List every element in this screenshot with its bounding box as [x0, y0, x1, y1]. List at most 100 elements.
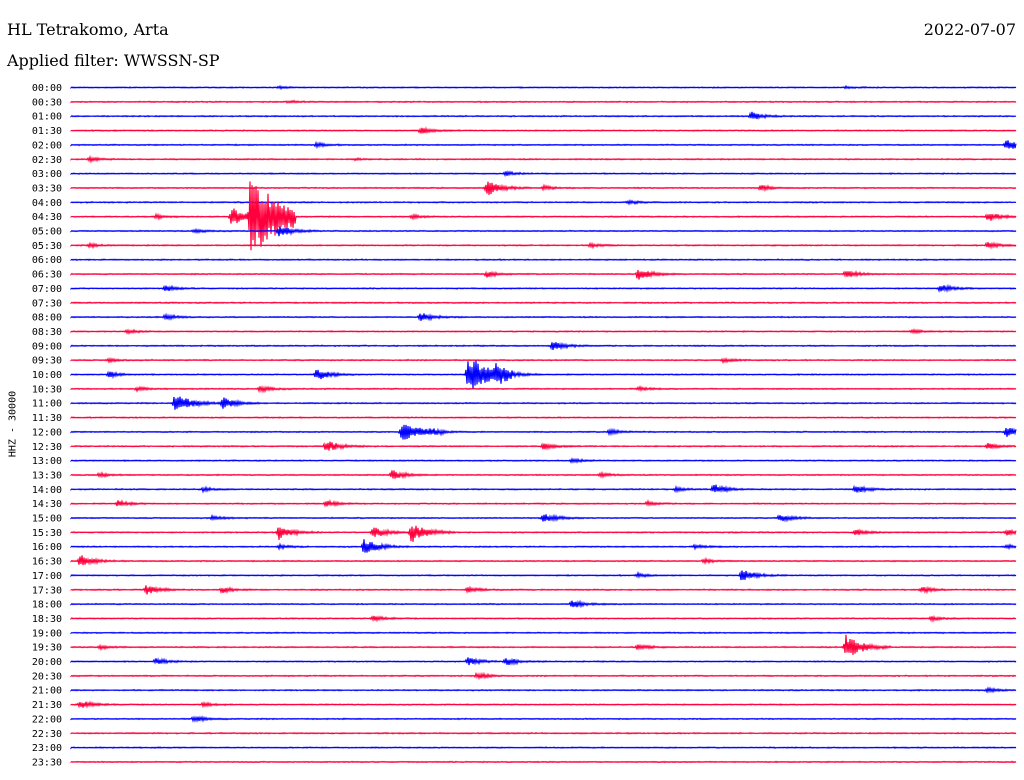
time-label: 11:00 [32, 399, 62, 410]
seismic-trace [70, 111, 1017, 120]
seismic-trace [70, 341, 1017, 351]
seismic-trace [70, 126, 1017, 135]
seismic-trace [70, 457, 1017, 464]
time-label: 02:00 [32, 140, 62, 151]
time-label: 18:30 [32, 614, 62, 625]
time-label: 10:30 [32, 384, 62, 395]
time-label: 15:00 [32, 514, 62, 525]
seismic-trace [70, 746, 1017, 750]
time-label: 14:30 [32, 499, 62, 510]
seismic-trace [70, 241, 1017, 250]
time-label: 12:00 [32, 427, 62, 438]
time-label: 07:00 [32, 284, 62, 295]
time-label: 06:00 [32, 255, 62, 266]
time-label: 03:30 [32, 183, 62, 194]
seismic-trace [70, 484, 1017, 494]
seismic-trace [70, 731, 1017, 735]
time-label: 20:30 [32, 671, 62, 682]
seismic-trace [70, 631, 1017, 635]
time-label: 23:30 [32, 757, 62, 768]
seismic-trace [70, 657, 1017, 666]
time-label: 10:00 [32, 370, 62, 381]
date-label: 2022-07-07 [923, 20, 1016, 39]
seismic-trace [70, 269, 1017, 280]
time-label: 08:30 [32, 327, 62, 338]
seismic-trace [70, 301, 1017, 305]
seismic-trace [70, 585, 1017, 595]
seismic-trace [70, 416, 1017, 419]
time-label: 19:30 [32, 643, 62, 654]
time-label: 21:30 [32, 700, 62, 711]
station-title: HL Tetrakomo, Arta [7, 20, 169, 39]
seismic-trace [70, 258, 1017, 262]
time-label: 21:00 [32, 686, 62, 697]
seismic-trace [70, 513, 1017, 523]
time-label: 05:30 [32, 241, 62, 252]
seismic-trace [70, 686, 1017, 694]
time-label: 17:00 [32, 571, 62, 582]
seismic-trace [70, 384, 1017, 394]
seismic-trace [70, 499, 1017, 508]
time-label: 09:00 [32, 341, 62, 352]
seismic-trace [70, 570, 1017, 581]
seismic-trace [70, 396, 1017, 410]
time-label: 08:00 [32, 313, 62, 324]
time-label: 04:00 [32, 198, 62, 209]
time-label: 05:00 [32, 227, 62, 238]
seismic-trace [70, 170, 1017, 178]
time-label: 20:00 [32, 657, 62, 668]
seismic-trace [70, 283, 1017, 293]
time-label: 01:30 [32, 126, 62, 137]
time-label: 16:00 [32, 542, 62, 553]
seismic-trace [70, 312, 1017, 322]
time-label: 06:30 [32, 270, 62, 281]
trace-group [70, 84, 1017, 764]
time-label: 16:30 [32, 557, 62, 568]
seismic-trace [70, 99, 1017, 104]
seismic-trace [70, 199, 1017, 206]
seismic-trace [70, 356, 1017, 365]
time-label: 22:00 [32, 714, 62, 725]
seismic-trace [70, 715, 1017, 723]
seismic-trace [70, 154, 1017, 164]
time-label: 07:30 [32, 298, 62, 309]
seismic-trace [70, 328, 1017, 336]
time-label-group: 00:00 00:30 01:00 01:30 02:00 02:30 03:00 03:30… [32, 83, 62, 768]
time-label: 04:30 [32, 212, 62, 223]
seismic-trace [70, 140, 1017, 150]
seismic-trace [70, 424, 1017, 440]
seismic-trace [70, 539, 1017, 553]
seismic-trace [70, 700, 1017, 709]
seismic-trace [70, 614, 1017, 623]
time-label: 00:00 [32, 83, 62, 94]
time-label: 22:30 [32, 729, 62, 740]
time-label: 23:00 [32, 743, 62, 754]
seismic-trace [70, 226, 1017, 237]
seismic-trace [70, 181, 1017, 195]
seismic-trace [70, 525, 1017, 542]
time-label: 12:30 [32, 442, 62, 453]
time-label: 19:00 [32, 628, 62, 639]
time-label: 17:30 [32, 585, 62, 596]
seismic-trace [70, 360, 1017, 389]
time-label: 13:30 [32, 470, 62, 481]
seismic-trace [70, 441, 1017, 451]
seismic-trace [70, 599, 1017, 609]
seismic-trace [70, 181, 1017, 251]
seismic-trace [70, 634, 1017, 655]
time-label: 09:30 [32, 356, 62, 367]
time-label: 11:30 [32, 413, 62, 424]
time-label: 01:00 [32, 112, 62, 123]
seismic-trace [70, 470, 1017, 480]
time-label: 02:30 [32, 155, 62, 166]
seismic-trace [70, 84, 1017, 91]
time-label: 03:00 [32, 169, 62, 180]
time-label: 00:30 [32, 97, 62, 108]
time-label: 18:00 [32, 600, 62, 611]
seismic-trace [70, 760, 1017, 764]
time-label: 14:00 [32, 485, 62, 496]
seismic-trace [70, 555, 1017, 566]
filter-label: Applied filter: WWSSN-SP [7, 51, 220, 70]
seismic-trace [70, 671, 1017, 681]
